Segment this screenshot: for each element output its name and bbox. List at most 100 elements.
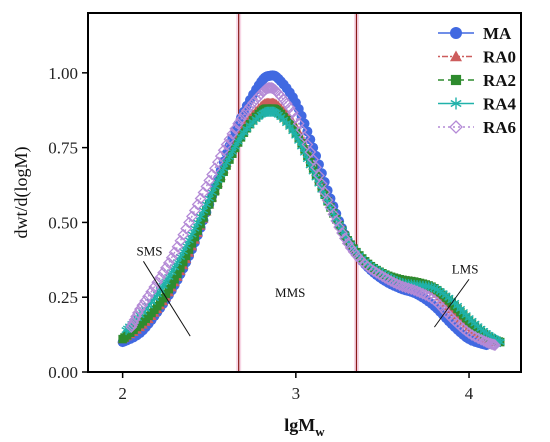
marker-ra6 [390, 278, 403, 290]
marker-ra6 [240, 104, 253, 117]
x-axis-title-subscript: w [315, 424, 325, 439]
marker-ra6 [151, 276, 164, 289]
marker-ra6 [422, 290, 435, 303]
marker-ra6 [235, 113, 247, 126]
marker-ra6 [405, 283, 418, 296]
marker-ra6 [247, 96, 260, 109]
marker-ra6 [130, 310, 143, 323]
marker-ra6 [315, 177, 328, 190]
marker-ra6 [145, 285, 158, 298]
legend-marker-ra4 [450, 97, 462, 110]
marker-ra6 [333, 221, 346, 234]
marker-ra6 [466, 329, 478, 341]
marker-ra6 [131, 306, 144, 319]
legend-marker-ma [450, 27, 462, 39]
marker-ra4-stroke [296, 143, 307, 150]
series-layer [117, 70, 505, 351]
marker-ra6 [382, 273, 395, 286]
marker-ra2 [176, 263, 185, 273]
legend-marker-ra4-stroke [450, 99, 462, 108]
region-label-lms: LMS [452, 261, 479, 276]
marker-ra6 [396, 280, 409, 293]
marker-ra6 [160, 261, 172, 274]
marker-ra6 [385, 275, 398, 288]
marker-ra6 [376, 270, 389, 283]
legend-item-ra2: RA2 [438, 71, 516, 90]
legend-marker-ra2 [450, 74, 462, 86]
legend-item-ma: MA [438, 24, 512, 43]
marker-ra6 [416, 287, 429, 300]
marker-ra6 [336, 227, 348, 239]
marker-ra6 [367, 265, 380, 277]
marker-ra2 [173, 269, 182, 279]
marker-ra6 [370, 266, 383, 279]
legend-label-ra4: RA4 [483, 95, 517, 114]
marker-ra6 [252, 90, 265, 103]
lms-leader-line [433, 278, 470, 328]
marker-ra2 [204, 200, 214, 209]
marker-ra6 [313, 169, 325, 182]
marker-ra2 [190, 232, 200, 242]
marker-ra6 [139, 295, 152, 307]
marker-ra6 [286, 106, 299, 119]
y-tick-label: 0.75 [48, 139, 78, 158]
marker-ra6 [419, 289, 432, 301]
legend-item-ra6: RA6 [438, 118, 516, 137]
marker-ra2 [202, 206, 211, 216]
marker-ra6 [154, 271, 167, 284]
marker-ra6 [283, 101, 296, 114]
marker-ra2 [164, 284, 174, 294]
marker-ra6 [142, 290, 154, 303]
x-axis-title: lgMw [284, 415, 325, 439]
y-axis-title: dwt/d(logM) [11, 146, 32, 238]
plot-frame [87, 12, 522, 373]
marker-ra6 [341, 237, 354, 250]
marker-ra4-stroke [322, 198, 333, 205]
marker-ra6 [388, 276, 400, 289]
x-tick-label: 4 [465, 384, 474, 403]
axes: 2 3 4 0.00 0.25 0.50 0.75 1.00 lgMw dwt/d(logM) [11, 64, 474, 439]
region-label-sms: SMS [136, 243, 162, 258]
y-tick-label: 0.00 [48, 363, 78, 382]
marker-ra6 [280, 97, 293, 110]
marker-ra6 [344, 241, 357, 254]
marker-ra4-stroke [281, 120, 292, 127]
legend-label-ra2: RA2 [483, 71, 516, 90]
marker-ra6 [489, 339, 501, 351]
marker-ra6 [373, 268, 386, 281]
marker-ra4-stroke [285, 123, 295, 131]
x-tick-label: 3 [292, 384, 301, 403]
legend-marker-ra0 [450, 50, 462, 62]
marker-ra2 [170, 275, 179, 284]
marker-ra6 [229, 122, 242, 135]
legend-label-ra6: RA6 [483, 118, 516, 137]
marker-ra6 [469, 330, 482, 343]
marker-ra4-stroke [331, 215, 341, 223]
marker-ra6 [134, 303, 146, 316]
marker-ra6 [472, 332, 485, 345]
region-label-mms: MMS [275, 285, 305, 300]
region-annotations: SMS MMS LMS [136, 243, 479, 337]
y-tick-label: 0.25 [48, 288, 78, 307]
legend-item-ra0: RA0 [438, 48, 516, 67]
legend-item-ra4: RA4 [438, 95, 517, 114]
marker-ra6 [157, 266, 169, 279]
marker-ra4-stroke [308, 168, 318, 175]
marker-ma [308, 142, 319, 153]
marker-ra6 [162, 256, 175, 269]
marker-ma [305, 134, 316, 145]
marker-ra6 [393, 279, 406, 292]
marker-ra2 [187, 239, 197, 248]
marker-ra6 [379, 272, 392, 284]
marker-ra2 [181, 251, 191, 261]
marker-ra6 [485, 338, 498, 351]
marker-ra6 [148, 281, 161, 293]
region-divider-lines [236, 13, 359, 372]
marker-ra6 [411, 285, 423, 298]
marker-ra6 [414, 286, 426, 299]
marker-ra4-stroke [314, 180, 324, 187]
marker-ra2 [167, 280, 176, 289]
marker-ra6 [226, 127, 239, 140]
marker-ra2 [207, 193, 217, 203]
